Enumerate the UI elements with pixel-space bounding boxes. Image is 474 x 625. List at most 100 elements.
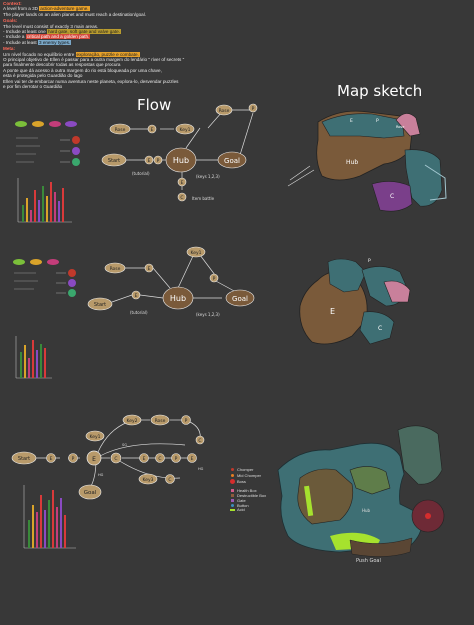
- svg-text:C: C: [198, 438, 201, 444]
- flow2-start-node: [87, 297, 113, 311]
- area-badges-1: [60, 136, 80, 166]
- pt-heading: Meta:: [3, 46, 15, 52]
- legend-mid-chomper: Mid Chomper: [237, 473, 262, 478]
- svg-text:C: C: [378, 325, 382, 332]
- svg-text:(keys 1,2,3): (keys 1,2,3): [196, 312, 220, 317]
- svg-text:E: E: [151, 127, 154, 133]
- goals-line4: - Include at least: [3, 39, 38, 45]
- flow1-nodes: Start E P Hub Goal Rose E Key1 Rose P E …: [101, 103, 258, 202]
- svg-text:Goal: Goal: [84, 490, 97, 496]
- map-sketch-1: Hub E P C Rose: [287, 110, 447, 212]
- svg-text:E: E: [181, 180, 184, 186]
- svg-text:HG: HG: [198, 467, 204, 471]
- svg-text:Key3: Key3: [142, 477, 153, 483]
- svg-text:Key1: Key1: [179, 127, 190, 133]
- flow3-nodes: Start E P E C Key2 Rose P C E C P E Key1…: [11, 414, 205, 500]
- goals-line4-hl: 3 enemy types.: [37, 39, 72, 45]
- pt-line6: Ellen vai ter de embarcar numa aventura …: [3, 78, 179, 84]
- svg-text:C: C: [114, 456, 117, 462]
- flow1-hub-label: Hub: [173, 156, 189, 165]
- goals-line2-hl: hard gate, soft gate and valve gate.: [46, 29, 121, 35]
- context-highlight: action-adventure game.: [39, 6, 90, 12]
- bar-chart-3: [23, 485, 76, 549]
- design-notes: Context: A level from a 3D action-advent…: [3, 1, 263, 91]
- area-badges-2: [56, 269, 76, 297]
- flow2-goal-node: [225, 289, 255, 307]
- svg-text:P: P: [213, 276, 216, 282]
- svg-text:Key2: Key2: [126, 418, 137, 424]
- bar-chart-2: [15, 336, 52, 379]
- svg-text:C: C: [390, 193, 394, 200]
- chomper-icon: [231, 468, 234, 471]
- legend-acid: Acid: [237, 507, 245, 512]
- svg-text:E: E: [148, 266, 151, 272]
- svg-text:E: E: [350, 118, 353, 124]
- svg-text:E: E: [148, 158, 151, 164]
- creature-legend-1: [15, 121, 77, 127]
- svg-text:Start: Start: [94, 302, 106, 308]
- context-line2: The player lands on an alien planet and …: [3, 11, 147, 17]
- svg-text:E: E: [191, 456, 194, 462]
- push-goal-label: Push Goal: [356, 558, 381, 564]
- stat-lines-1: [16, 137, 40, 163]
- bar-chart-1: [17, 178, 72, 223]
- svg-text:Hub: Hub: [346, 159, 358, 166]
- flow2-nodes: Start E Hub Goal Rose E Key1 P (tutorial…: [87, 246, 255, 317]
- svg-text:P: P: [376, 118, 379, 124]
- svg-text:Key1: Key1: [190, 250, 201, 256]
- svg-text:P: P: [157, 158, 160, 164]
- goals-line3: - Include a: [3, 34, 26, 40]
- pt-line2: O principal objetivo de Ellen é passar p…: [3, 57, 185, 63]
- pt-line1: Um nível focado no equilíbrio entre: [3, 51, 76, 57]
- svg-text:Rose: Rose: [219, 108, 230, 114]
- svg-text:Rose: Rose: [115, 127, 126, 133]
- map-sketch-2: E C P: [299, 258, 411, 345]
- creature-legend-2: [13, 259, 59, 265]
- legend-gate: Gate: [237, 498, 246, 503]
- flow3-hub-node: [86, 450, 102, 466]
- flow3-goal-node: [78, 484, 102, 500]
- flow2-hub-node: [162, 286, 194, 310]
- svg-text:P: P: [252, 106, 255, 112]
- acid-icon: [230, 509, 235, 511]
- context-line1: A level from a 3D: [3, 6, 40, 12]
- pt-line1-hl: exploração, puzzle e combate.: [75, 51, 140, 57]
- flow3-start-node: [11, 451, 37, 465]
- svg-text:Rose: Rose: [155, 418, 166, 424]
- legend-button: Button: [237, 503, 249, 508]
- svg-text:Goal: Goal: [232, 295, 248, 303]
- map-sketch-title: Map sketch: [337, 82, 423, 100]
- stat-lines-2: [14, 272, 38, 290]
- flow1-goal-node: [217, 151, 247, 169]
- svg-text:C: C: [168, 477, 171, 483]
- flow1-tutorial-label: (tutorial): [132, 171, 150, 176]
- svg-text:P: P: [72, 456, 75, 462]
- health-box-icon: [231, 489, 234, 492]
- goals-line2: - Include at least one: [3, 29, 47, 35]
- legend-destructible-box: Destructible Box: [237, 493, 267, 498]
- flow1-keys-label: (keys 1,2,3): [196, 174, 220, 179]
- goals-line3-hl: critical path and a golden path.: [25, 34, 91, 40]
- svg-text:P: P: [368, 258, 371, 264]
- detailed-map: Push Goal Hub: [277, 425, 445, 564]
- svg-text:E: E: [135, 293, 138, 299]
- map-hub-label: Hub: [362, 508, 371, 513]
- svg-text:SG: SG: [122, 443, 127, 447]
- goals-heading: Goals:: [3, 18, 18, 24]
- legend-chomper: Chomper: [237, 467, 254, 472]
- svg-text:Rose: Rose: [110, 266, 121, 272]
- flow1-start-label: Start: [108, 158, 120, 164]
- mid-chomper-icon: [231, 474, 234, 477]
- pt-line3: para finalmente descobrir todas as respo…: [3, 62, 121, 68]
- svg-text:Hub: Hub: [170, 294, 186, 303]
- svg-text:P: P: [175, 456, 178, 462]
- gate-icon: [231, 499, 234, 502]
- flow-title: Flow: [137, 96, 172, 114]
- flow-diagram-2: [111, 254, 237, 303]
- svg-text:E: E: [50, 456, 53, 462]
- svg-text:E: E: [330, 307, 335, 316]
- legend-health-box: Health Box: [237, 488, 257, 493]
- svg-text:HG: HG: [98, 473, 104, 477]
- legend-boss: Boss: [237, 479, 246, 484]
